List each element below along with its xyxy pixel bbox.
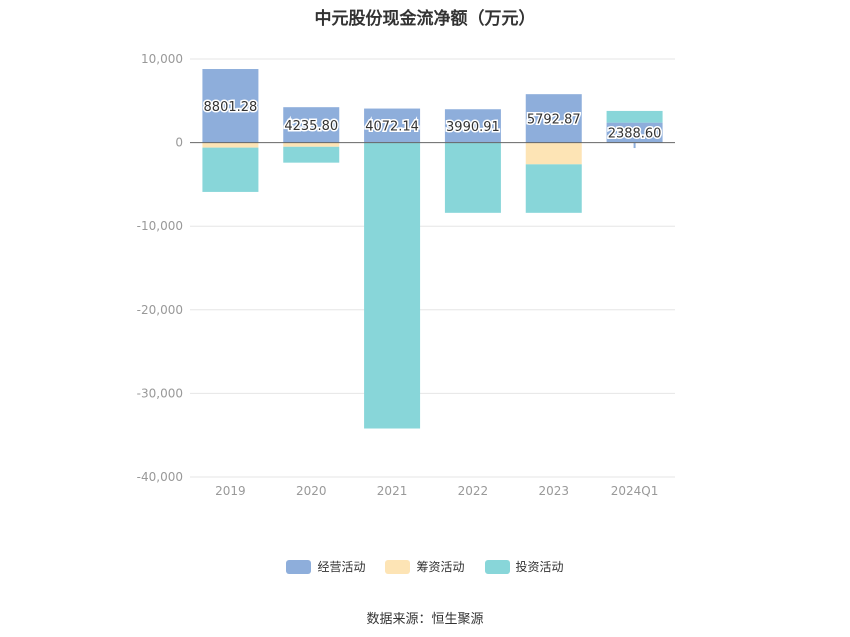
bar-layer: [202, 69, 663, 429]
bar-2022-s2: [444, 142, 501, 213]
chart-plot: 10,000 0 -10,000 -20,000 -30,000 -40,000 2019 2…: [137, 52, 675, 498]
y-tick-label: -40,000: [137, 470, 183, 484]
data-label-2024Q1: 2388.60: [608, 127, 662, 142]
bar-2020-s2: [283, 146, 340, 163]
x-tick-label: 2023: [538, 484, 569, 498]
bar-2020-s0: [283, 107, 340, 143]
legend: 经营活动 筹资活动 投资活动: [0, 558, 850, 575]
axis-layer: 10,000 0 -10,000 -20,000 -30,000 -40,000 2019 2…: [137, 52, 675, 498]
bar-2023-s1: [525, 142, 582, 165]
y-tick-label: -30,000: [137, 386, 183, 400]
legend-item-operating[interactable]: 经营活动: [286, 558, 365, 575]
bar-2019-s0: [202, 69, 259, 143]
y-tick-label: 10,000: [141, 52, 183, 66]
legend-item-investing[interactable]: 投资活动: [484, 558, 564, 575]
legend-swatch-financing: [385, 559, 411, 574]
y-tick-label: 0: [175, 136, 183, 150]
x-tick-label: 2021: [377, 484, 408, 498]
y-tick-label: -10,000: [137, 219, 183, 233]
bar-2024Q1-s2: [606, 110, 663, 123]
bar-2019-s1: [202, 142, 259, 148]
data-label-2023: 5792.87: [527, 112, 581, 127]
label-layer: 8801.28 4235.80 4072.14 3990.91 5792.87 2388.…: [202, 98, 663, 143]
y-tick-label: -20,000: [137, 303, 183, 317]
legend-swatch-investing: [484, 559, 510, 574]
legend-swatch-operating: [286, 559, 312, 574]
legend-label-investing: 投资活动: [515, 560, 564, 574]
bar-2022-s0: [444, 109, 501, 143]
x-tick-label: 2020: [296, 484, 327, 498]
grid-layer: [190, 58, 675, 478]
legend-label-operating: 经营活动: [317, 560, 366, 574]
legend-item-financing[interactable]: 筹资活动: [385, 558, 465, 575]
extra-mark-2024Q1: [633, 142, 636, 149]
chart-title: 中元股份现金流净额（万元）: [314, 9, 536, 29]
bar-2019-s2: [202, 147, 259, 192]
x-tick-label: 2019: [215, 484, 246, 498]
x-tick-label: 2022: [458, 484, 489, 498]
data-label-2021: 4072.14: [365, 120, 419, 135]
bar-2021-s0: [364, 108, 421, 143]
data-label-2020: 4235.80: [284, 119, 338, 134]
legend-label-financing: 筹资活动: [416, 560, 465, 574]
source-note: 数据来源：恒生聚源: [366, 612, 484, 627]
bar-2020-s1: [283, 142, 340, 147]
bar-2023-s0: [525, 94, 582, 143]
data-label-2019: 8801.28: [204, 100, 258, 115]
bar-2024Q1-s0: [606, 122, 663, 143]
data-label-2022: 3990.91: [446, 120, 500, 135]
bar-2021-s2: [364, 142, 421, 429]
bar-2023-s2: [525, 164, 582, 213]
x-tick-label: 2024Q1: [611, 484, 659, 498]
